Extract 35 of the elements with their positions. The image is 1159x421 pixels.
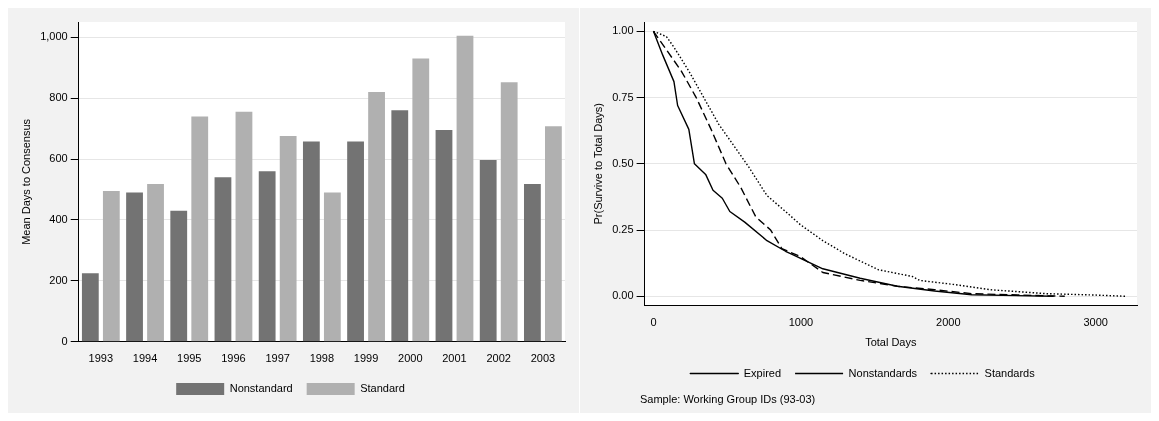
x-tick-label: 2001 — [442, 352, 467, 365]
x-tick-label: 1996 — [221, 352, 246, 365]
x-tick-label: 1000 — [788, 316, 814, 329]
y-tick-label: 200 — [49, 273, 68, 286]
legend-label: Nonstandards — [848, 366, 918, 379]
x-tick-label: 2003 — [530, 352, 556, 365]
y-tick-label: 0.25 — [612, 223, 634, 236]
x-tick-label: 1997 — [265, 352, 290, 365]
y-tick-label: 400 — [49, 213, 68, 225]
x-tick-label: 2002 — [486, 352, 511, 365]
y-tick-label: 0.50 — [612, 156, 634, 169]
text: Sample: Working Group IDs (93-03) — [640, 392, 816, 405]
x-tick-label: 0 — [650, 316, 657, 329]
legend-label: Nonstandard — [229, 382, 293, 395]
legend-label: Standards — [984, 366, 1036, 379]
x-tick-label: 1998 — [309, 352, 335, 365]
y-axis-title: Pr(Survive to Total Days) — [591, 103, 604, 225]
y-tick-label: 0.00 — [612, 289, 634, 302]
x-tick-label: 3000 — [1083, 316, 1108, 329]
x-tick-label: 1994 — [132, 352, 158, 365]
x-tick-label: 1993 — [88, 352, 114, 365]
x-tick-label: 2000 — [398, 352, 423, 365]
y-tick-label: 0 — [61, 334, 68, 347]
y-tick-label: 1,000 — [40, 30, 68, 43]
y-tick-label: 600 — [49, 152, 68, 165]
y-axis-title: Mean Days to Consensus — [19, 118, 32, 245]
y-tick-label: 0.75 — [612, 90, 634, 103]
x-tick-label: 1999 — [353, 352, 379, 365]
x-tick-label: 2000 — [936, 316, 961, 329]
x-tick-label: 1995 — [177, 352, 202, 365]
x-axis-title: Total Days — [865, 336, 917, 349]
legend-label: Expired — [743, 366, 782, 379]
y-tick-label: 800 — [49, 91, 68, 104]
legend-label: Standard — [360, 382, 405, 395]
y-tick-label: 1.00 — [612, 24, 634, 37]
